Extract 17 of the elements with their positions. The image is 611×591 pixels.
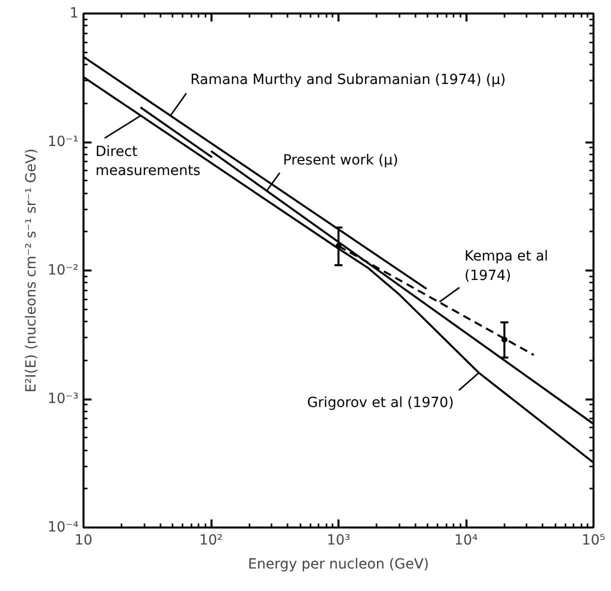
y-tick-label: 10⁻³ — [48, 391, 79, 407]
x-tick-label: 10 — [74, 532, 92, 548]
x-tick-label: 10⁴ — [454, 532, 478, 548]
x-tick-label: 10² — [199, 532, 223, 548]
x-axis-title: Energy per nucleon (GeV) — [248, 556, 429, 572]
y-axis-title: E²I(E) (nucleons cm⁻² s⁻¹ sr⁻¹ GeV) — [24, 148, 40, 392]
x-tick-label: 10³ — [326, 532, 350, 548]
y-tick-label: 10⁻² — [48, 262, 79, 278]
y-tick-label: 10⁻¹ — [48, 134, 79, 150]
y-tick-label: 1 — [70, 6, 79, 22]
annotation: Present work (μ) — [283, 152, 398, 168]
annotation: Ramana Murthy and Subramanian (1974) (μ) — [190, 72, 506, 88]
x-tick-label: 10⁵ — [582, 532, 606, 548]
annotation: Direct measurements — [96, 144, 200, 179]
y-tick-label: 10⁻⁴ — [48, 520, 79, 536]
annotation: Kempa et al (1974) — [464, 248, 548, 284]
annotation: Grigorov et al (1970) — [307, 394, 454, 411]
